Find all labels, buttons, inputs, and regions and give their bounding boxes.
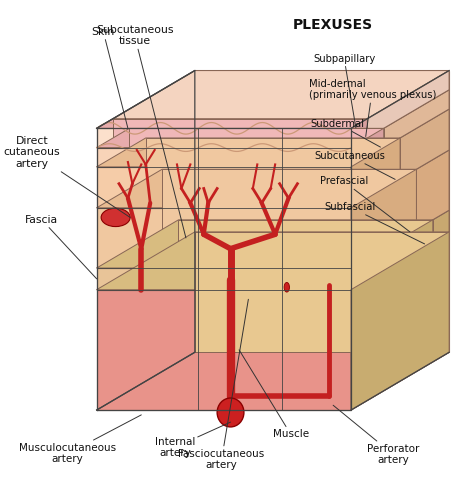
Polygon shape — [351, 210, 449, 290]
Polygon shape — [96, 90, 449, 148]
Text: Subfascial: Subfascial — [324, 202, 425, 244]
Polygon shape — [351, 90, 449, 167]
Text: Fasciocutaneous
artery: Fasciocutaneous artery — [178, 299, 265, 470]
Polygon shape — [195, 232, 449, 352]
Polygon shape — [96, 150, 449, 208]
Polygon shape — [96, 232, 449, 290]
Polygon shape — [96, 352, 449, 410]
Polygon shape — [96, 109, 449, 167]
Ellipse shape — [284, 283, 289, 292]
Polygon shape — [96, 167, 351, 208]
Circle shape — [217, 398, 244, 427]
Polygon shape — [113, 119, 367, 138]
Polygon shape — [351, 71, 449, 148]
Polygon shape — [351, 220, 433, 290]
Text: Mid-dermal
(primarily venous plexus): Mid-dermal (primarily venous plexus) — [308, 79, 436, 137]
Text: Perforator
artery: Perforator artery — [333, 405, 419, 466]
Polygon shape — [96, 268, 351, 290]
Polygon shape — [96, 210, 449, 268]
Polygon shape — [96, 138, 400, 167]
Polygon shape — [351, 169, 417, 268]
Polygon shape — [96, 169, 417, 208]
Text: Prefascial: Prefascial — [320, 176, 410, 232]
Polygon shape — [162, 169, 417, 229]
Polygon shape — [130, 128, 384, 148]
Text: Subpapillary: Subpapillary — [313, 54, 375, 128]
Polygon shape — [351, 232, 449, 410]
Text: Subcutaneous: Subcutaneous — [315, 151, 395, 179]
Text: PLEXUSES: PLEXUSES — [293, 17, 373, 31]
Polygon shape — [351, 128, 384, 167]
Polygon shape — [146, 138, 400, 179]
Text: Subdermal: Subdermal — [311, 119, 380, 147]
Polygon shape — [96, 290, 351, 410]
Polygon shape — [96, 232, 449, 290]
Text: Direct
cutaneous
artery: Direct cutaneous artery — [4, 136, 130, 217]
Polygon shape — [96, 128, 384, 148]
Polygon shape — [96, 220, 433, 268]
Ellipse shape — [101, 208, 130, 227]
Polygon shape — [96, 119, 367, 128]
Polygon shape — [96, 71, 449, 128]
Text: Fascia: Fascia — [25, 215, 96, 279]
Polygon shape — [351, 232, 449, 410]
Polygon shape — [351, 150, 449, 268]
Text: Musculocutaneous
artery: Musculocutaneous artery — [19, 415, 141, 465]
Polygon shape — [96, 208, 351, 268]
Polygon shape — [96, 128, 351, 148]
Polygon shape — [195, 71, 449, 352]
Polygon shape — [178, 220, 433, 242]
Polygon shape — [96, 148, 351, 167]
Polygon shape — [351, 138, 400, 208]
Text: Muscle: Muscle — [239, 350, 309, 440]
Text: Skin: Skin — [92, 27, 128, 128]
Polygon shape — [351, 119, 367, 148]
Polygon shape — [351, 109, 449, 208]
Text: Subcutaneous
tissue: Subcutaneous tissue — [96, 25, 186, 238]
Text: Internal
artery: Internal artery — [155, 422, 231, 458]
